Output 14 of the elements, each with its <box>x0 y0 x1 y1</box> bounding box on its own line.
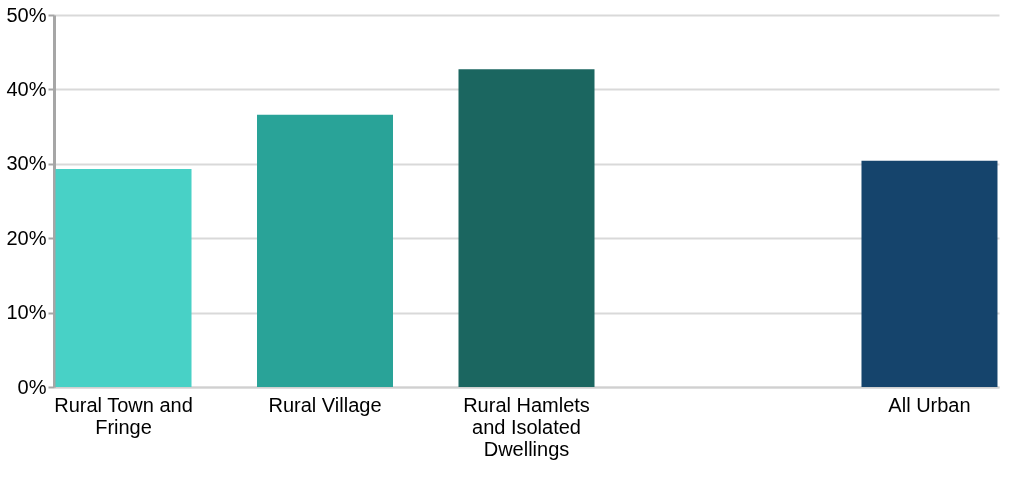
y-tick-label: 0% <box>17 375 47 398</box>
x-tick-label: Rural Village <box>268 393 382 416</box>
y-tick-label: 50% <box>6 3 47 26</box>
bar <box>257 114 394 387</box>
y-tick-label: 30% <box>6 152 47 175</box>
bar <box>861 160 998 387</box>
x-tick-label: Rural Hamlets and Isolated Dwellings <box>463 393 590 460</box>
bar <box>55 169 192 387</box>
bar <box>458 69 595 387</box>
y-tick-label: 20% <box>6 226 47 249</box>
y-tick-label: 10% <box>6 301 47 324</box>
x-tick-label: All Urban <box>888 393 971 416</box>
y-tick-label: 40% <box>6 77 47 100</box>
x-tick-label: Rural Town and Fringe <box>54 393 193 438</box>
